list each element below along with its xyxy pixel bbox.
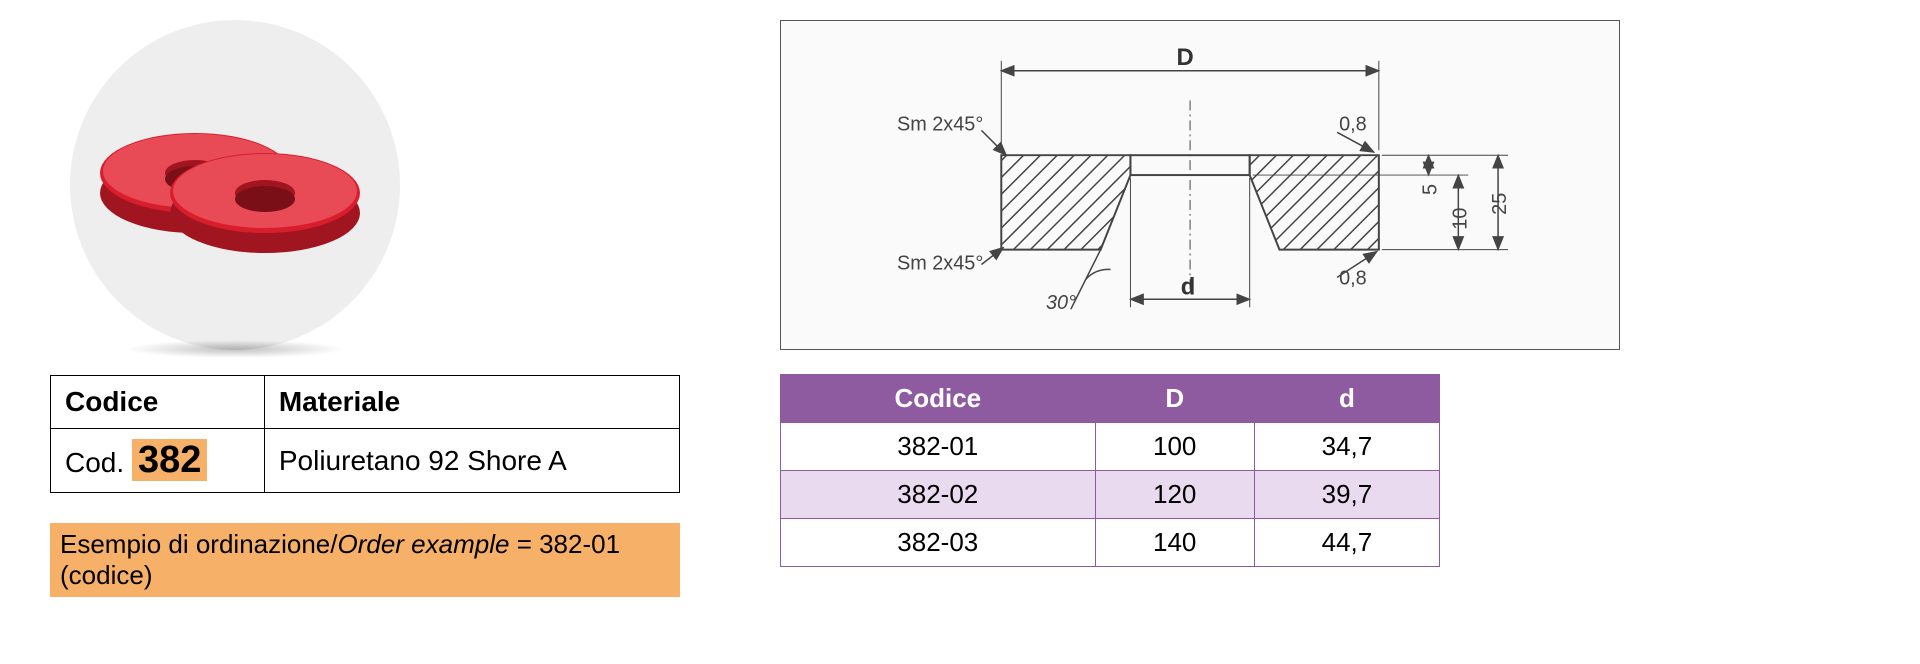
sizes-row: 382-0110034,7 <box>781 423 1440 471</box>
diagram-label-sm-bottom: Sm 2x45° <box>897 252 983 274</box>
material-header-materiale: Materiale <box>264 376 679 429</box>
diagram-label-30deg: 30° <box>1046 292 1076 314</box>
diagram-label-5: 5 <box>1419 184 1441 195</box>
sizes-row: 382-0212039,7 <box>781 471 1440 519</box>
product-shadow <box>125 340 345 358</box>
material-cod-cell: Cod. 382 <box>51 429 265 493</box>
sizes-cell: 382-02 <box>781 471 1096 519</box>
diagram-label-sm-top: Sm 2x45° <box>897 113 983 135</box>
sizes-header-codice: Codice <box>781 375 1096 423</box>
sizes-header-d: D <box>1095 375 1254 423</box>
diagram-label-d: d <box>1181 273 1196 300</box>
sizes-header-d: d <box>1254 375 1439 423</box>
material-value-cell: Poliuretano 92 Shore A <box>264 429 679 493</box>
order-example-en: Order example <box>338 529 510 559</box>
sizes-cell: 100 <box>1095 423 1254 471</box>
sizes-table: CodiceDd 382-0110034,7382-0212039,7382-0… <box>780 374 1440 567</box>
sizes-cell: 382-03 <box>781 519 1096 567</box>
sizes-cell: 34,7 <box>1254 423 1439 471</box>
diagram-svg: D Sm 2x45° 0,8 Sm 2x45° <box>791 31 1609 339</box>
material-header-codice: Codice <box>51 376 265 429</box>
product-image-circle <box>70 20 400 350</box>
material-table: Codice Materiale Cod. 382 Poliuretano 92… <box>50 375 680 493</box>
diagram-label-r08-top: 0,8 <box>1339 113 1367 135</box>
sizes-row: 382-0314044,7 <box>781 519 1440 567</box>
cod-prefix: Cod. <box>65 447 132 478</box>
cod-number: 382 <box>132 439 207 481</box>
sizes-cell: 120 <box>1095 471 1254 519</box>
diagram-label-10: 10 <box>1449 208 1471 230</box>
order-example: Esempio di ordinazione/Order example = 3… <box>50 523 680 597</box>
order-example-it: Esempio di ordinazione/ <box>60 529 338 559</box>
diagram-label-D: D <box>1176 44 1193 71</box>
sizes-cell: 140 <box>1095 519 1254 567</box>
sizes-cell: 39,7 <box>1254 471 1439 519</box>
sizes-header-row: CodiceDd <box>781 375 1440 423</box>
sizes-cell: 44,7 <box>1254 519 1439 567</box>
technical-diagram: D Sm 2x45° 0,8 Sm 2x45° <box>780 20 1620 350</box>
diagram-label-25: 25 <box>1489 193 1511 215</box>
sizes-cell: 382-01 <box>781 423 1096 471</box>
product-washers-svg <box>95 85 375 285</box>
diagram-label-r08-bottom: 0,8 <box>1339 267 1367 289</box>
